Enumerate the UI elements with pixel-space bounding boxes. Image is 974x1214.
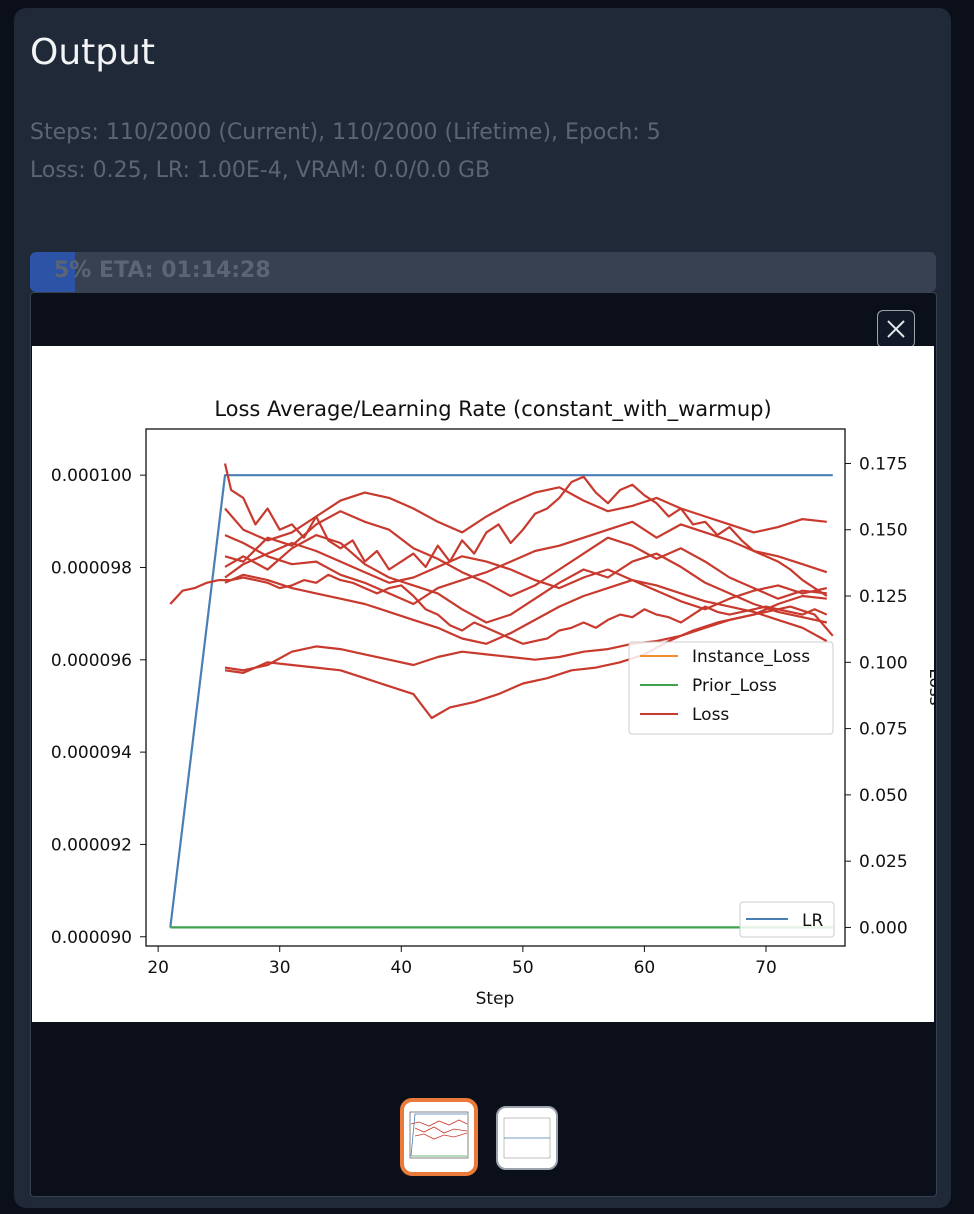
y-right-tick-label: 0.025 (859, 852, 908, 872)
y-right-tick-label: 0.075 (859, 720, 908, 740)
y-right-tick-label: 0.125 (859, 587, 908, 607)
y-left-tick-label: 0.000090 (51, 928, 132, 948)
y-left-tick-label: 0.000098 (51, 558, 132, 578)
y-right-tick-label: 0.150 (859, 521, 908, 541)
y-right-tick-label: 0.175 (859, 454, 908, 474)
thumbnail-loss-chart[interactable] (400, 1098, 478, 1176)
close-button[interactable] (877, 310, 915, 348)
chart-title: Loss Average/Learning Rate (constant_wit… (214, 397, 771, 422)
legend-lr: LR (739, 901, 835, 938)
legend-lr-label: LR (802, 911, 823, 931)
x-tick-label: 40 (390, 958, 412, 978)
status-line-loss: Loss: 0.25, LR: 1.00E-4, VRAM: 0.0/0.0 G… (30, 158, 491, 183)
x-tick-label: 60 (634, 958, 656, 978)
y-right-tick-label: 0.000 (859, 918, 908, 938)
legend-instance-loss: Instance_Loss (692, 647, 810, 667)
training-status: Steps: 110/2000 (Current), 110/2000 (Lif… (30, 114, 661, 190)
series-loss-line-3 (224, 534, 828, 624)
series-loss-line-1 (223, 463, 828, 597)
progress-bar: 5% ETA: 01:14:28 (30, 252, 936, 292)
progress-fill (30, 252, 76, 292)
series-lr-line (169, 474, 833, 928)
output-title: Output (30, 32, 156, 73)
status-line-steps: Steps: 110/2000 (Current), 110/2000 (Lif… (30, 120, 661, 145)
legend-prior-loss: Prior_Loss (692, 676, 777, 696)
chart-image: Loss Average/Learning Rate (constant_wit… (32, 346, 945, 1022)
series-loss-line-6 (224, 510, 827, 600)
x-tick-label: 20 (147, 958, 169, 978)
loss-lr-chart: Loss Average/Learning Rate (constant_wit… (51, 397, 945, 1009)
series-loss-line-2 (224, 520, 828, 606)
series-loss-line-8 (224, 486, 827, 542)
series-loss-line-7 (224, 573, 828, 645)
x-tick-label: 30 (269, 958, 291, 978)
close-icon (887, 320, 905, 338)
series-loss-line-0 (169, 573, 828, 645)
x-tick-label: 50 (512, 958, 534, 978)
x-axis-label: Step (476, 989, 515, 1009)
thumbnail-secondary-chart[interactable] (496, 1106, 558, 1170)
y-left-tick-label: 0.000096 (51, 651, 132, 671)
legend-loss: Instance_Loss Prior_Loss Loss (628, 641, 834, 735)
y-left-tick-label: 0.000094 (51, 743, 132, 763)
y-right-tick-label: 0.100 (859, 653, 908, 673)
y-right-tick-label: 0.050 (859, 786, 908, 806)
progress-text: 5% ETA: 01:14:28 (54, 258, 271, 283)
y-axis-right-label: Loss (925, 668, 934, 705)
legend-loss-label: Loss (692, 705, 729, 725)
y-left-tick-label: 0.000092 (51, 835, 132, 855)
series-loss-line-9 (224, 541, 828, 611)
thumbnail-preview (409, 1111, 469, 1159)
x-tick-label: 70 (755, 958, 777, 978)
thumbnail-preview-2 (503, 1117, 551, 1159)
series-loss-line-5 (224, 605, 834, 720)
y-left-tick-label: 0.000100 (51, 466, 132, 486)
plot-frame (145, 428, 846, 947)
